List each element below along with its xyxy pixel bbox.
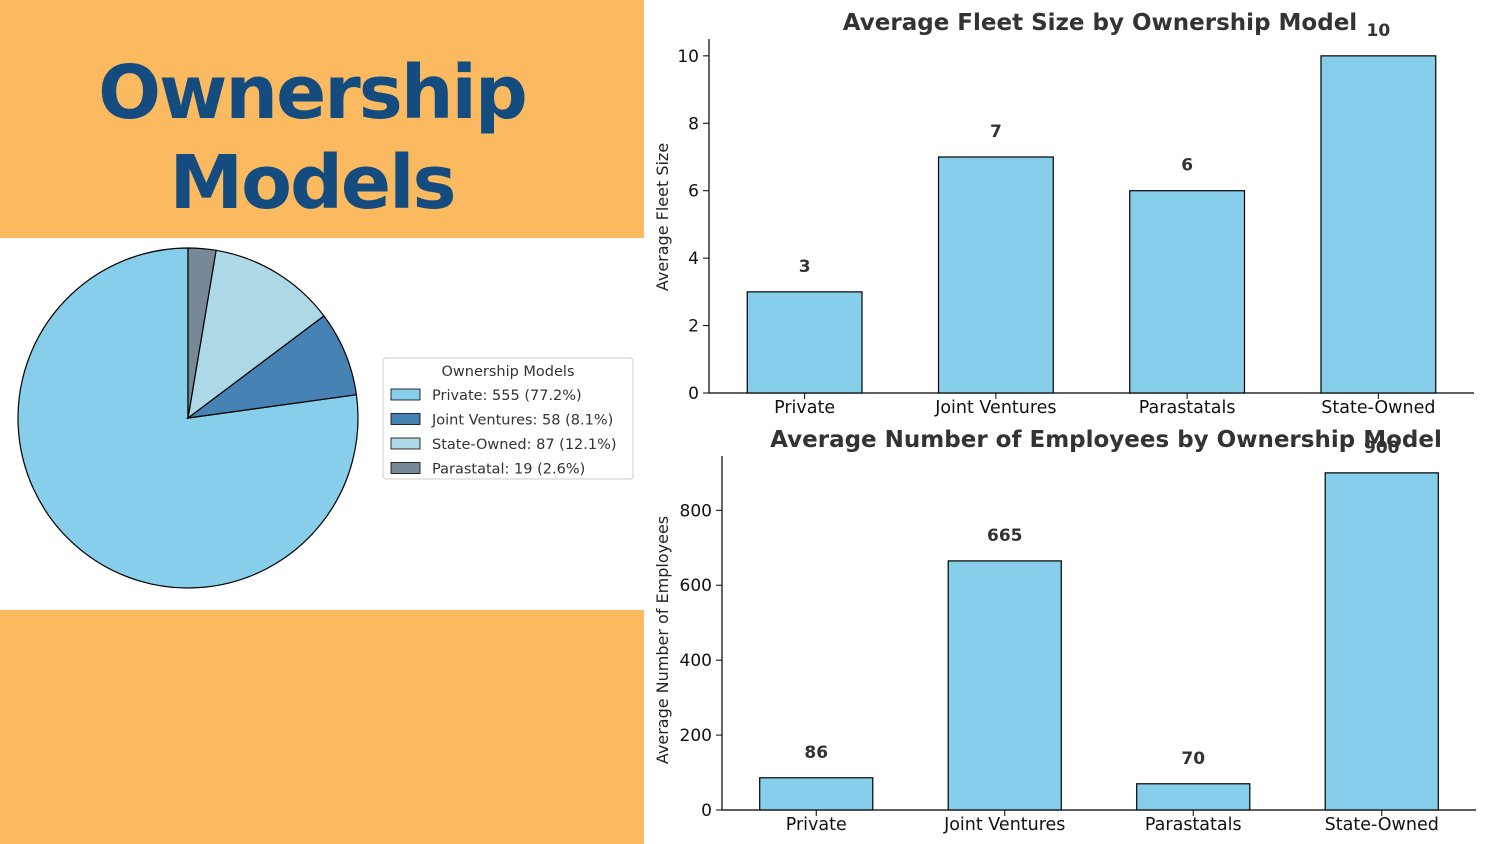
data-label: 10 [1367, 21, 1391, 41]
bar-private [746, 291, 863, 394]
y-tick-label: 6 [688, 182, 699, 202]
x-tick-label: Private [786, 815, 847, 835]
y-tick-label: 10 [677, 47, 699, 67]
x-tick-label: Parastatals [1145, 815, 1242, 835]
data-label: 86 [804, 743, 828, 763]
pie-slice-parastatal [187, 247, 217, 419]
y-axis-label: Average Fleet Size [653, 143, 672, 291]
pie-legend: Ownership Models Private: 555 (77.2%) Joi… [382, 357, 634, 480]
page-title-line2: Models [169, 140, 456, 226]
legend-entry: State-Owned: 87 (12.1%) [432, 437, 617, 453]
x-tick-label: Private [774, 398, 835, 418]
fleet-size-bar-chart: Average Fleet Size by Ownership Model Av… [653, 10, 1474, 418]
x-tick-label: State-Owned [1325, 815, 1439, 835]
chart-title: Average Number of Employees by Ownership… [770, 427, 1442, 453]
y-tick-label: 8 [688, 114, 699, 134]
bar-parastatals [1129, 190, 1246, 394]
legend-swatch [390, 388, 421, 401]
bar-joint-ventures [937, 156, 1054, 394]
bar-joint-ventures [947, 560, 1062, 811]
data-label: 665 [987, 526, 1023, 546]
pie-slice-private [17, 247, 359, 589]
pie-chart: Ownership Models Private: 555 (77.2%) Joi… [17, 247, 634, 589]
bar-private [759, 777, 874, 811]
y-axis-label: Average Number of Employees [653, 516, 672, 764]
legend-entry: Joint Ventures: 58 (8.1%) [431, 413, 613, 429]
legend-box [382, 357, 634, 480]
chart-title: Average Fleet Size by Ownership Model [843, 10, 1357, 36]
data-label: 70 [1181, 749, 1205, 769]
data-label: 7 [990, 122, 1002, 142]
data-label: 6 [1181, 156, 1193, 176]
bar-state-owned [1324, 472, 1439, 811]
page-title-line1: Ownership [98, 50, 528, 136]
legend-swatch [390, 462, 421, 474]
pie-slice-state-owned [187, 249, 325, 420]
y-tick-label: 0 [688, 384, 699, 404]
legend-swatch [390, 413, 421, 425]
legend-entry: Parastatal: 19 (2.6%) [432, 462, 585, 478]
y-tick-label: 2 [688, 317, 699, 337]
bottom-banner [0, 610, 644, 844]
employees-bar-chart: Average Number of Employees by Ownership… [653, 427, 1476, 835]
x-tick-label: Joint Ventures [943, 815, 1065, 835]
y-tick-label: 0 [701, 801, 712, 821]
title-banner [0, 0, 644, 238]
y-tick-label: 600 [680, 576, 712, 596]
legend-entry: Private: 555 (77.2%) [432, 388, 582, 404]
y-tick-label: 400 [680, 651, 712, 671]
y-tick-label: 800 [680, 501, 712, 521]
x-tick-label: State-Owned [1321, 398, 1435, 418]
data-label: 900 [1364, 438, 1400, 458]
y-tick-label: 200 [680, 726, 712, 746]
data-label: 3 [799, 257, 811, 277]
bar-state-owned [1320, 55, 1437, 394]
x-tick-label: Parastatals [1139, 398, 1236, 418]
bar-parastatals [1136, 783, 1251, 811]
legend-swatch [390, 437, 421, 450]
x-tick-label: Joint Ventures [934, 398, 1056, 418]
y-tick-label: 4 [688, 249, 699, 269]
legend-title: Ownership Models [441, 364, 574, 380]
page-title: Ownership Models [0, 48, 624, 228]
